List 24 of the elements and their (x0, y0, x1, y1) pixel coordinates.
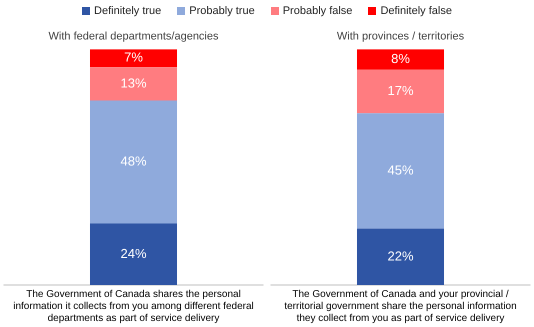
data-label: 8% (391, 51, 410, 66)
chart-title: With provinces / territories (336, 30, 465, 43)
bar (356, 228, 444, 285)
legend-label: Probably false (282, 5, 352, 17)
data-label: 22% (387, 248, 414, 264)
data-label: 13% (120, 75, 147, 90)
legend-label: Probably true (189, 5, 255, 17)
data-label: 7% (124, 50, 144, 65)
bar (90, 49, 178, 68)
data-label: 17% (387, 83, 414, 98)
bar (90, 223, 178, 285)
x-tick-label: The Government of Canada shares the personal information it collects from you among different federal departments as part of service delivery (13, 288, 254, 324)
x-tick-label: The Government of Canada and your provincial / territorial government share the personal information they collect from you as part of service delivery (284, 288, 517, 324)
data-label: 24% (120, 246, 147, 261)
chart-title: With federal departments/agencies (48, 30, 219, 43)
legend-label: Definitely true (94, 5, 162, 17)
data-label: 48% (120, 154, 147, 169)
bar (90, 100, 178, 224)
bar (90, 67, 178, 100)
bar (356, 49, 444, 70)
bar (356, 113, 444, 229)
bar (356, 70, 444, 114)
legend-label: Definitely false (380, 5, 452, 17)
data-label: 45% (387, 162, 414, 178)
